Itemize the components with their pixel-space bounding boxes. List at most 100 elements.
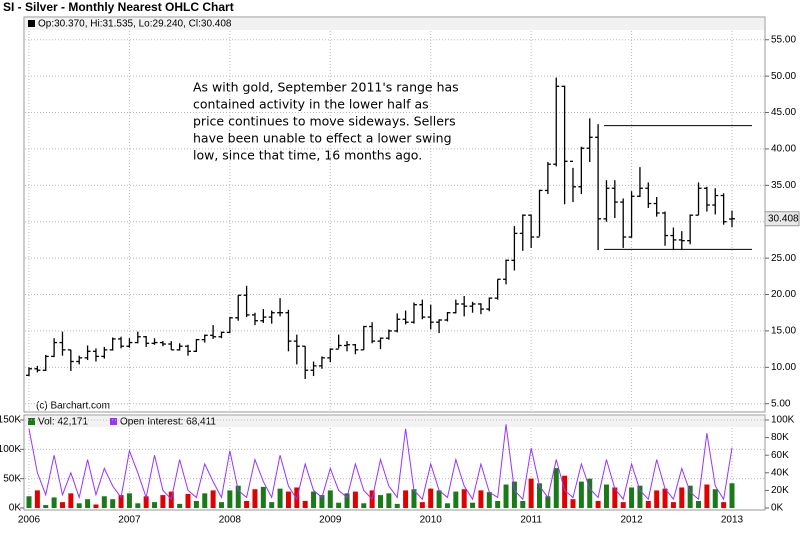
volume-bar	[495, 500, 501, 508]
volume-bar	[679, 487, 685, 508]
volume-panel	[23, 414, 766, 511]
volume-bar	[101, 496, 107, 508]
volume-bar	[202, 493, 208, 508]
volume-bar	[486, 492, 492, 508]
volume-bar	[545, 496, 551, 508]
volume-bar	[51, 497, 57, 508]
x-tick-label: 2006	[18, 515, 41, 526]
volume-bar	[327, 490, 333, 508]
volume-bar	[193, 500, 199, 508]
annotation: low, since that time, 16 months ago.	[193, 148, 422, 163]
volume-bar	[59, 502, 65, 508]
volume-bar	[386, 493, 392, 508]
volume-bar	[528, 478, 534, 508]
volume-bar	[227, 490, 233, 508]
y2-tick-label: 20K	[771, 485, 789, 496]
x-tick-label: 2011	[520, 515, 542, 526]
y-tick-label: 25.00	[771, 253, 796, 264]
volume-bar	[603, 484, 609, 508]
volume-bar	[352, 491, 358, 508]
y-tick-label: 55.00	[771, 34, 796, 45]
volume-bar	[218, 502, 224, 508]
volume-bar	[344, 493, 350, 508]
volume-bar	[578, 481, 584, 508]
x-tick-label: 2008	[219, 515, 242, 526]
volume-bar	[311, 491, 317, 508]
volume-bar	[503, 484, 509, 508]
volume-bar	[620, 502, 626, 508]
volume-bar	[654, 490, 660, 508]
x-tick-label: 2013	[721, 515, 744, 526]
y2-tick-label: 60K	[771, 450, 789, 461]
volume-bar	[428, 488, 434, 508]
volume-bar	[260, 486, 266, 508]
volume-bar	[26, 496, 32, 508]
volume-bar	[520, 500, 526, 508]
y-tick-label: 50K	[3, 473, 21, 484]
y-tick-label: 35.00	[771, 180, 796, 191]
volume-bar	[160, 495, 166, 508]
volume-bar	[126, 493, 132, 508]
y2-tick-label: 0K	[771, 503, 784, 514]
volume-legend: Vol: 42,171	[38, 417, 88, 428]
annotation: As with gold, September 2011's range has	[193, 80, 459, 95]
volume-bar	[135, 503, 141, 508]
legend-swatch	[28, 20, 35, 27]
volume-bar	[361, 503, 367, 508]
volume-bar	[553, 468, 559, 508]
volume-bar	[712, 489, 718, 508]
volume-bar	[587, 478, 593, 508]
volume-bar	[612, 487, 618, 508]
chart-title: SI - Silver - Monthly Nearest OHLC Chart	[3, 0, 234, 14]
volume-bar	[252, 489, 258, 508]
y-tick-label: 45.00	[771, 107, 796, 118]
y-tick-label: 10.00	[771, 362, 796, 373]
volume-bar	[721, 502, 727, 508]
y-tick-label: 5.00	[771, 398, 791, 409]
x-tick-label: 2009	[319, 515, 342, 526]
volume-bar	[704, 484, 710, 508]
volume-bar	[453, 491, 459, 508]
annotation: have been unable to effect a lower swing	[193, 131, 452, 146]
volume-bar	[269, 502, 275, 508]
volume-bar	[43, 505, 49, 508]
volume-bar	[670, 502, 676, 508]
volume-bar	[319, 495, 325, 508]
volume-bar	[478, 490, 484, 508]
volume-bar	[729, 483, 735, 508]
last-price-box	[764, 211, 800, 227]
volume-bar	[235, 485, 241, 508]
y-tick-label: 20.00	[771, 289, 796, 300]
volume-bar	[637, 485, 643, 508]
y-tick-label: 100K	[0, 444, 21, 455]
volume-bar	[537, 483, 543, 508]
oi-legend: Open Interest: 68,411	[120, 417, 216, 428]
annotation: contained activity in the lower half as	[193, 97, 429, 112]
volume-bar	[118, 495, 124, 508]
volume-bar	[595, 500, 601, 508]
volume-bar	[93, 504, 99, 508]
volume-bar	[34, 490, 40, 508]
y-tick-label: 0K	[9, 503, 22, 514]
copyright: (c) Barchart.com	[36, 401, 110, 412]
volume-bar	[244, 500, 250, 508]
volume-bar	[143, 496, 149, 508]
volume-bar	[110, 499, 116, 508]
volume-bar	[444, 503, 450, 508]
volume-bar	[645, 500, 651, 508]
volume-bar	[403, 490, 409, 508]
volume-bar	[411, 489, 417, 508]
y2-tick-label: 40K	[771, 467, 789, 478]
volume-bar	[436, 490, 442, 508]
volume-bar	[662, 488, 668, 508]
x-tick-label: 2007	[118, 515, 141, 526]
y2-tick-label: 80K	[771, 432, 789, 443]
volume-bar	[511, 481, 517, 508]
volume-bar	[152, 502, 158, 508]
volume-bar	[68, 493, 74, 508]
volume-bar	[461, 489, 467, 508]
volume-bar	[177, 503, 183, 508]
volume-bar	[562, 475, 568, 508]
volume-bar	[378, 495, 383, 508]
